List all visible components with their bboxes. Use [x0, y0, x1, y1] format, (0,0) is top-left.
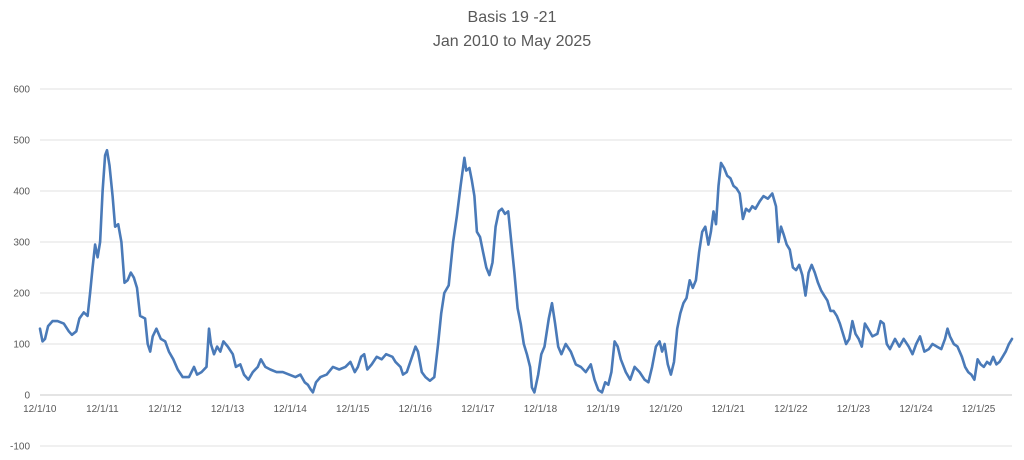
x-tick-label: 12/1/16	[399, 404, 433, 415]
x-tick-label: 12/1/20	[649, 404, 683, 415]
x-tick-label: 12/1/13	[211, 404, 245, 415]
y-tick-label: 0	[24, 391, 30, 402]
y-tick-label: 500	[13, 136, 30, 147]
y-tick-label: 400	[13, 187, 30, 198]
x-tick-label: 12/1/15	[336, 404, 370, 415]
x-tick-label: 12/1/10	[23, 404, 57, 415]
x-axis-labels: 12/1/10 12/1/11 12/1/12 12/1/13 12/1/14 12/1/…	[23, 404, 996, 415]
x-tick-label: 12/1/22	[774, 404, 808, 415]
x-tick-label: 12/1/18	[524, 404, 558, 415]
x-tick-label: 12/1/25	[962, 404, 996, 415]
x-tick-label: 12/1/12	[148, 404, 182, 415]
y-axis-labels: -100 0 100 200 300 400 500 600	[10, 85, 30, 453]
x-tick-label: 12/1/11	[86, 404, 119, 415]
y-tick-label: 200	[13, 289, 30, 300]
y-tick-label: -100	[10, 442, 30, 453]
y-tick-label: 100	[13, 340, 30, 351]
x-tick-label: 12/1/23	[837, 404, 871, 415]
chart-title: Basis 19 -21	[467, 9, 557, 26]
chart-subtitle: Jan 2010 to May 2025	[432, 33, 592, 50]
x-tick-label: 12/1/14	[273, 404, 307, 415]
x-tick-label: 12/1/17	[461, 404, 495, 415]
gridlines	[40, 88, 1012, 447]
y-tick-label: 600	[13, 85, 30, 96]
x-tick-label: 12/1/24	[899, 404, 933, 415]
x-tick-label: 12/1/19	[586, 404, 620, 415]
y-tick-label: 300	[13, 238, 30, 249]
series-line	[38, 148, 1014, 394]
series-group	[38, 148, 1014, 394]
x-tick-label: 12/1/21	[712, 404, 746, 415]
